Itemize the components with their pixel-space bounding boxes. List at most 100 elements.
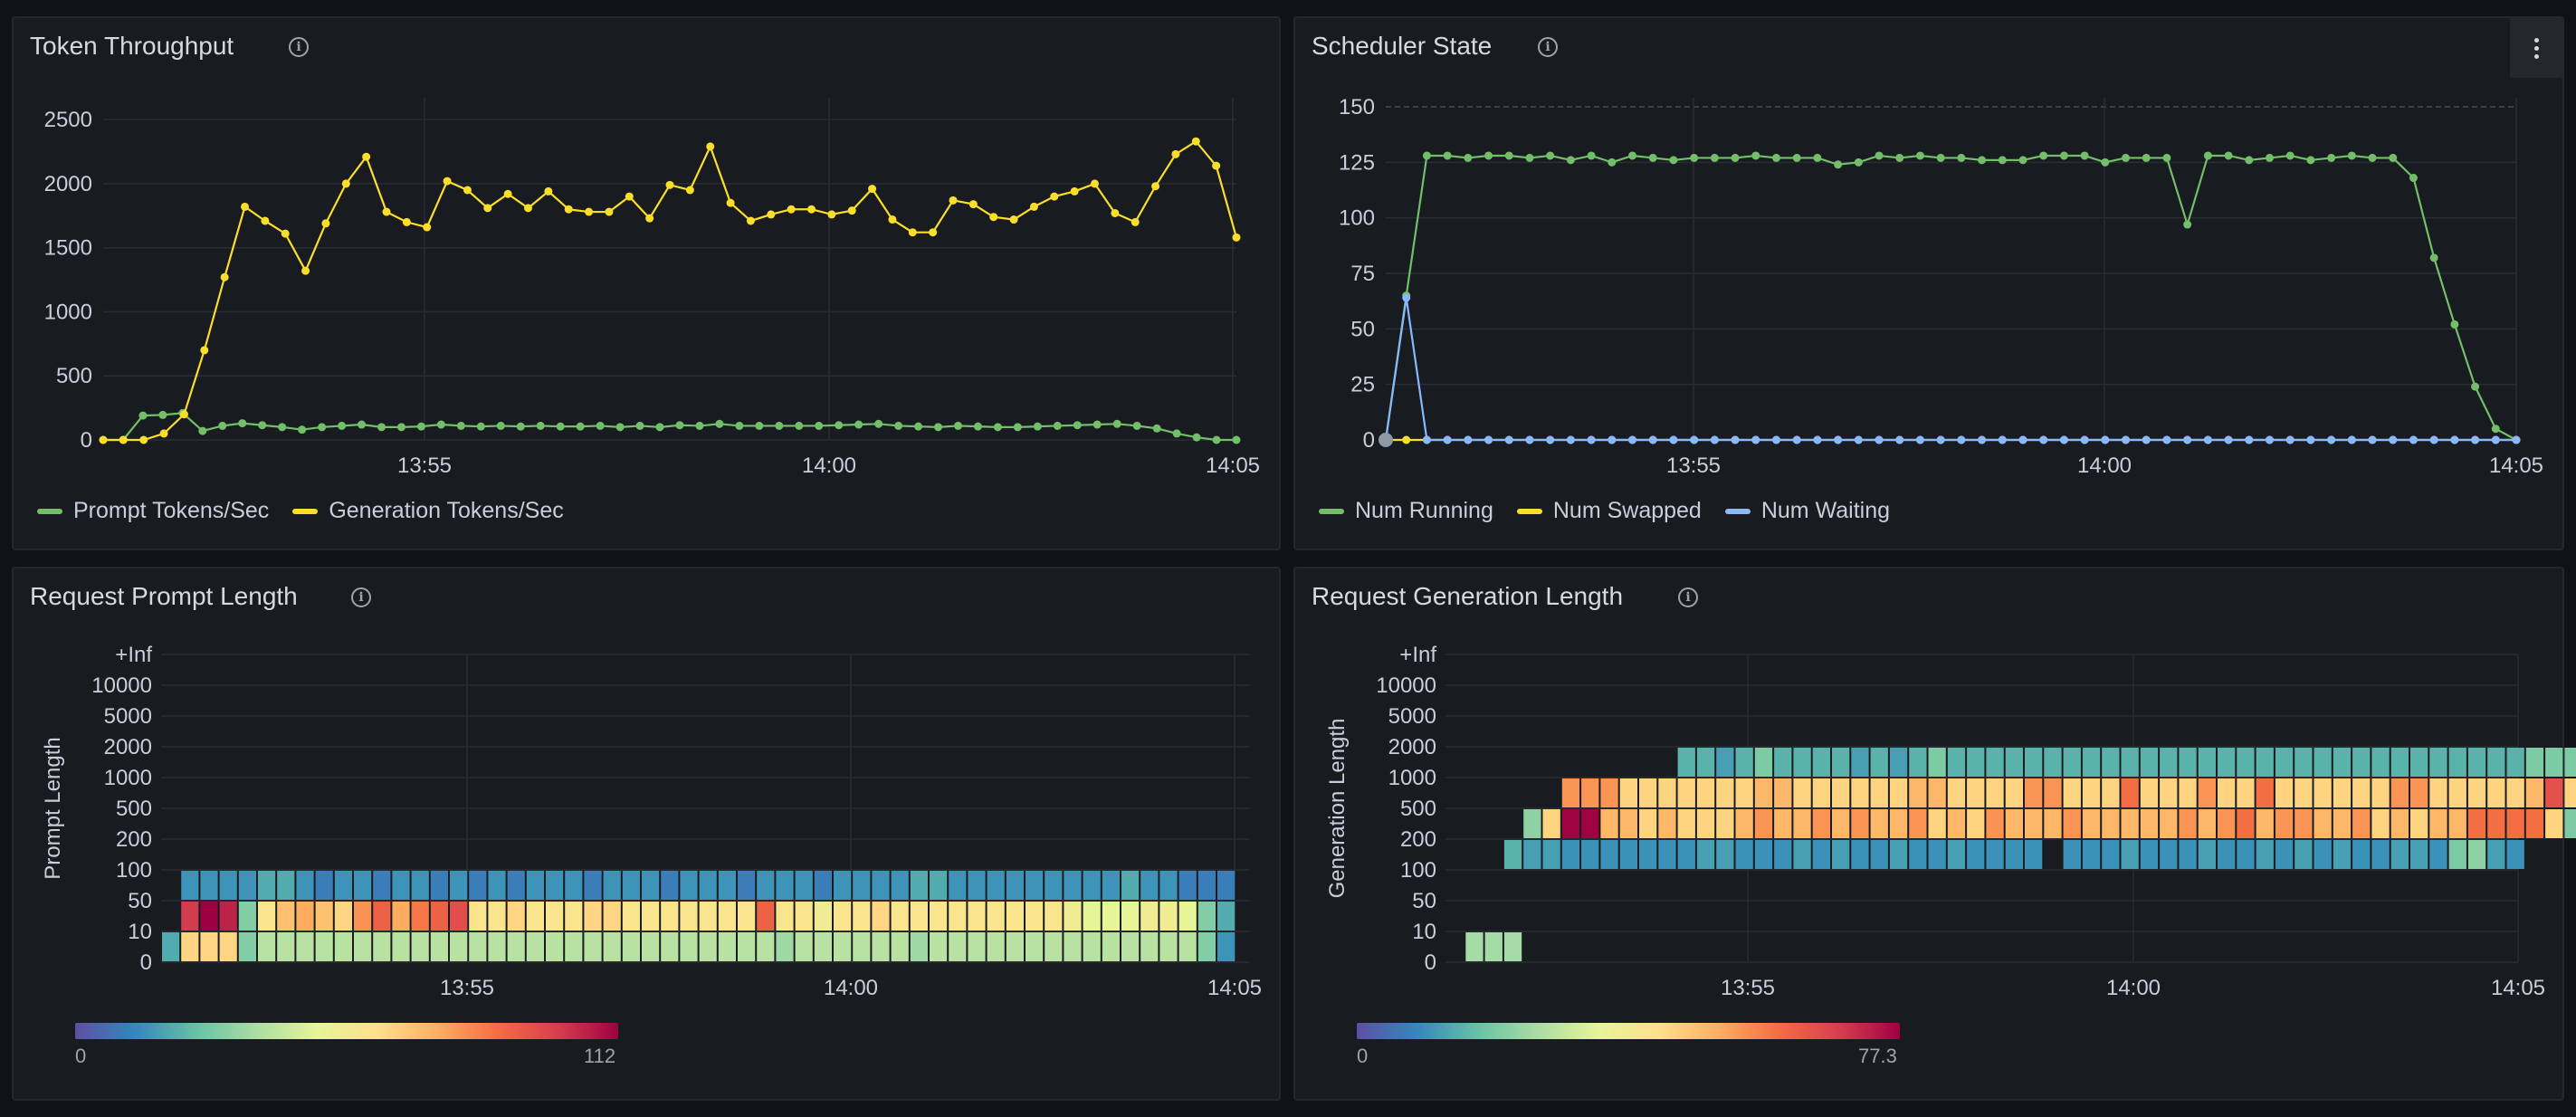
heatmap-cell [2179, 840, 2197, 869]
data-point [318, 423, 327, 432]
heatmap-cell [834, 871, 852, 900]
data-point [1771, 153, 1780, 162]
data-point [2122, 435, 2131, 444]
heatmap-cell [853, 932, 871, 961]
heatmap-cell [1774, 809, 1792, 838]
heatmap-cell [776, 902, 794, 931]
y-tick-label: 200 [116, 827, 152, 852]
heatmap-cell [1102, 932, 1120, 961]
chart-legend: Num Running Num Swapped Num Waiting [1319, 498, 1890, 524]
heatmap-cell [1465, 932, 1484, 961]
legend-item-waiting[interactable]: Num Waiting [1724, 498, 1890, 524]
heatmap-cell [2082, 748, 2101, 777]
data-point [1710, 153, 1719, 162]
x-tick-label: 14:00 [2106, 976, 2161, 1000]
legend-swatch [37, 508, 62, 514]
info-icon[interactable]: i [1538, 37, 1558, 57]
heatmap-cell [1677, 809, 1695, 838]
heatmap-cell [1754, 748, 1773, 777]
heatmap-cell [2390, 748, 2409, 777]
heatmap-cell [603, 902, 621, 931]
heatmap-cell [814, 932, 832, 961]
heatmap-cell [949, 902, 967, 931]
heatmap-cell [1967, 778, 1985, 807]
data-point [645, 214, 654, 223]
data-point [1443, 151, 1452, 160]
heatmap-cell [546, 871, 564, 900]
y-tick-label: 10000 [1376, 673, 1436, 698]
heatmap-cell [2256, 809, 2274, 838]
data-point [2265, 435, 2274, 444]
heatmap-cell [2121, 809, 2139, 838]
heatmap-cell [2237, 778, 2255, 807]
legend-item-running[interactable]: Num Running [1319, 498, 1493, 524]
heatmap-cell [565, 902, 583, 931]
heatmap-cell [2371, 809, 2390, 838]
heatmap-cell [507, 932, 525, 961]
heatmap-cell [1026, 902, 1044, 931]
heatmap-cell [1774, 840, 1792, 869]
data-point [1792, 435, 1801, 444]
heatmap-cell [488, 932, 506, 961]
heatmap-cell [1832, 809, 1850, 838]
heatmap-cell [2063, 748, 2081, 777]
heatmap-cell [526, 902, 544, 931]
heatmap-cell [1619, 840, 1637, 869]
color-scale-max: 112 [584, 1045, 616, 1067]
heatmap-cell [1735, 809, 1753, 838]
data-point [1587, 151, 1596, 160]
heatmap-cell [2179, 778, 2197, 807]
heatmap-cell [2140, 778, 2159, 807]
data-point [2368, 435, 2377, 444]
heatmap-cell [1619, 778, 1637, 807]
data-point [735, 421, 744, 430]
data-point [321, 219, 330, 228]
heatmap-cell [1812, 778, 1830, 807]
heatmap-cell [354, 902, 372, 931]
heatmap-cell [200, 871, 218, 900]
heatmap-cell [162, 932, 180, 961]
heatmap-cell [2218, 778, 2236, 807]
data-point [1191, 137, 1200, 146]
heatmap-cell [1045, 932, 1063, 961]
heatmap-cell [526, 932, 544, 961]
data-point [159, 429, 168, 438]
data-point [706, 142, 715, 151]
heatmap-cell [1140, 871, 1159, 900]
data-point [2039, 151, 2048, 160]
y-tick-label: 2500 [44, 108, 92, 132]
x-tick-label: 14:05 [1206, 453, 1260, 478]
info-icon[interactable]: i [1678, 587, 1698, 607]
heatmap-cell [1947, 748, 1966, 777]
legend-item-prompt[interactable]: Prompt Tokens/Sec [37, 498, 269, 524]
legend-item-generation[interactable]: Generation Tokens/Sec [292, 498, 564, 524]
heatmap-cell [373, 932, 391, 961]
y-tick-label: 500 [116, 797, 152, 821]
heatmap-cell [795, 871, 813, 900]
heatmap-cell [181, 871, 199, 900]
info-icon[interactable]: i [289, 37, 309, 57]
heatmap-cell [488, 871, 506, 900]
heatmap-cell [1658, 809, 1676, 838]
y-tick-label: 100 [116, 858, 152, 883]
kebab-menu-icon[interactable] [2510, 18, 2562, 78]
x-tick-label: 14:00 [2077, 453, 2132, 478]
data-point [2450, 320, 2459, 329]
data-point [1648, 435, 1657, 444]
data-point [1232, 435, 1241, 444]
data-point [1771, 435, 1780, 444]
y-tick-label: 500 [1400, 797, 1436, 821]
info-icon[interactable]: i [351, 587, 371, 607]
heatmap-cell [1639, 778, 1657, 807]
heatmap-cell [450, 902, 468, 931]
data-point [301, 266, 310, 275]
data-point [382, 207, 391, 216]
heatmap-cell [2333, 809, 2352, 838]
heatmap-cell [1851, 748, 1869, 777]
legend-item-swapped[interactable]: Num Swapped [1516, 498, 1702, 524]
heatmap-cell [238, 871, 256, 900]
heatmap-cell [757, 871, 775, 900]
heatmap-cell [1696, 748, 1715, 777]
y-tick-label: +Inf [115, 643, 152, 667]
heatmap-cell [968, 902, 986, 931]
